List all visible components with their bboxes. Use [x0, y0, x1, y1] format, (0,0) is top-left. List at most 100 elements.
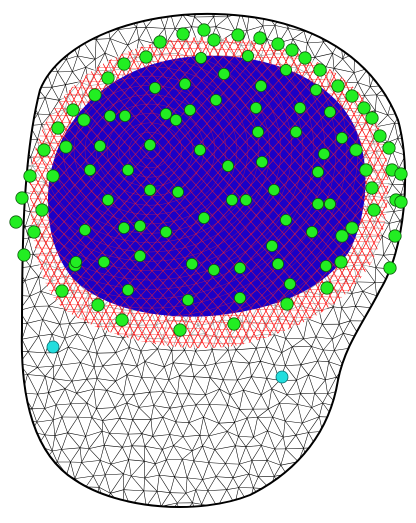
electrode-marker	[323, 197, 336, 210]
electrode-marker	[94, 139, 107, 152]
electrode-marker	[279, 64, 292, 77]
electrode-marker	[115, 313, 129, 327]
electrode-marker	[271, 37, 285, 51]
electrode-marker	[221, 159, 234, 172]
fiducial-markers	[46, 340, 289, 384]
electrode-marker	[217, 68, 230, 81]
electrode-marker	[101, 71, 115, 85]
electrode-marker	[323, 106, 336, 119]
electrode-marker	[359, 163, 373, 177]
electrode-marker	[267, 183, 280, 196]
electrode-marker	[51, 121, 65, 135]
electrode-marker	[9, 215, 23, 229]
electrode-marker	[251, 126, 264, 139]
electrode-marker	[23, 169, 37, 183]
electrode-markers	[9, 23, 408, 337]
electrode-marker	[345, 89, 359, 103]
electrode-marker	[143, 183, 156, 196]
electrode-marker	[176, 27, 190, 41]
electrode-marker	[331, 79, 345, 93]
electrode-marker	[233, 261, 246, 274]
electrode-marker	[293, 102, 306, 115]
electrode-marker	[104, 110, 117, 123]
electrode-marker	[143, 138, 156, 151]
electrode-marker	[102, 193, 115, 206]
electrode-marker	[37, 143, 51, 157]
electrode-marker	[207, 33, 221, 47]
electrode-marker	[148, 82, 161, 95]
electrode-marker	[17, 248, 31, 262]
electrode-marker	[255, 155, 268, 168]
electrode-marker	[77, 113, 91, 127]
electrode-marker	[265, 239, 278, 252]
electrode-marker	[117, 57, 131, 71]
electrode-marker	[285, 43, 299, 57]
electrode-marker	[197, 211, 210, 224]
electrode-marker	[197, 23, 211, 37]
electrode-marker	[183, 104, 196, 117]
electrode-marker	[382, 141, 396, 155]
electrode-marker	[153, 35, 167, 49]
electrode-marker	[225, 193, 238, 206]
electrode-marker	[79, 223, 92, 236]
electrode-marker	[178, 78, 191, 91]
electrode-marker	[133, 249, 146, 262]
fiducial-marker	[275, 370, 289, 384]
electrode-marker	[357, 101, 371, 115]
electrode-marker	[367, 203, 381, 217]
electrode-marker	[283, 277, 296, 290]
electrode-marker	[193, 143, 206, 156]
electrode-marker	[231, 28, 245, 42]
electrode-marker	[173, 323, 187, 337]
electrode-marker	[298, 51, 312, 65]
electrode-marker	[280, 297, 294, 311]
electrode-marker	[122, 163, 135, 176]
electrode-marker	[70, 255, 83, 268]
electrode-marker	[388, 229, 402, 243]
electrode-marker	[207, 263, 220, 276]
electrode-marker	[373, 129, 387, 143]
electrode-marker	[118, 221, 131, 234]
electrode-marker	[66, 103, 80, 117]
electrode-marker	[27, 225, 41, 239]
electrode-marker	[335, 229, 349, 243]
electrode-marker	[394, 167, 408, 181]
electrode-marker	[313, 63, 327, 77]
electrode-marker	[305, 225, 318, 238]
electrode-marker	[311, 197, 324, 210]
electrode-marker	[335, 131, 348, 144]
electrode-marker	[289, 126, 302, 139]
electrode-marker	[249, 102, 262, 115]
electrode-marker	[254, 80, 267, 93]
electrode-marker	[15, 191, 29, 205]
electrode-marker	[319, 259, 332, 272]
electrode-marker	[317, 147, 330, 160]
electrode-marker	[383, 261, 397, 275]
electrode-marker	[311, 165, 324, 178]
electrode-marker	[133, 219, 146, 232]
electrode-marker	[119, 110, 132, 123]
electrode-marker	[209, 94, 222, 107]
fiducial-marker	[46, 340, 60, 354]
electrode-marker	[55, 284, 69, 298]
scalp-outline	[20, 12, 407, 508]
electrode-marker	[159, 108, 172, 121]
electrode-marker	[241, 50, 254, 63]
electrode-marker	[159, 225, 172, 238]
electrode-marker	[194, 52, 207, 65]
electrode-marker	[169, 114, 182, 127]
electrode-marker	[253, 31, 267, 45]
electrode-marker	[35, 203, 49, 217]
electrode-marker	[88, 88, 102, 102]
electrode-marker	[365, 181, 379, 195]
electrode-marker	[345, 221, 359, 235]
electrode-marker	[334, 255, 348, 269]
electrode-marker	[271, 257, 284, 270]
electrode-marker	[181, 293, 194, 306]
electrode-marker	[309, 84, 322, 97]
electrode-marker	[279, 213, 292, 226]
electrode-marker	[227, 317, 241, 331]
electrode-marker	[233, 291, 246, 304]
electrode-marker	[185, 257, 198, 270]
